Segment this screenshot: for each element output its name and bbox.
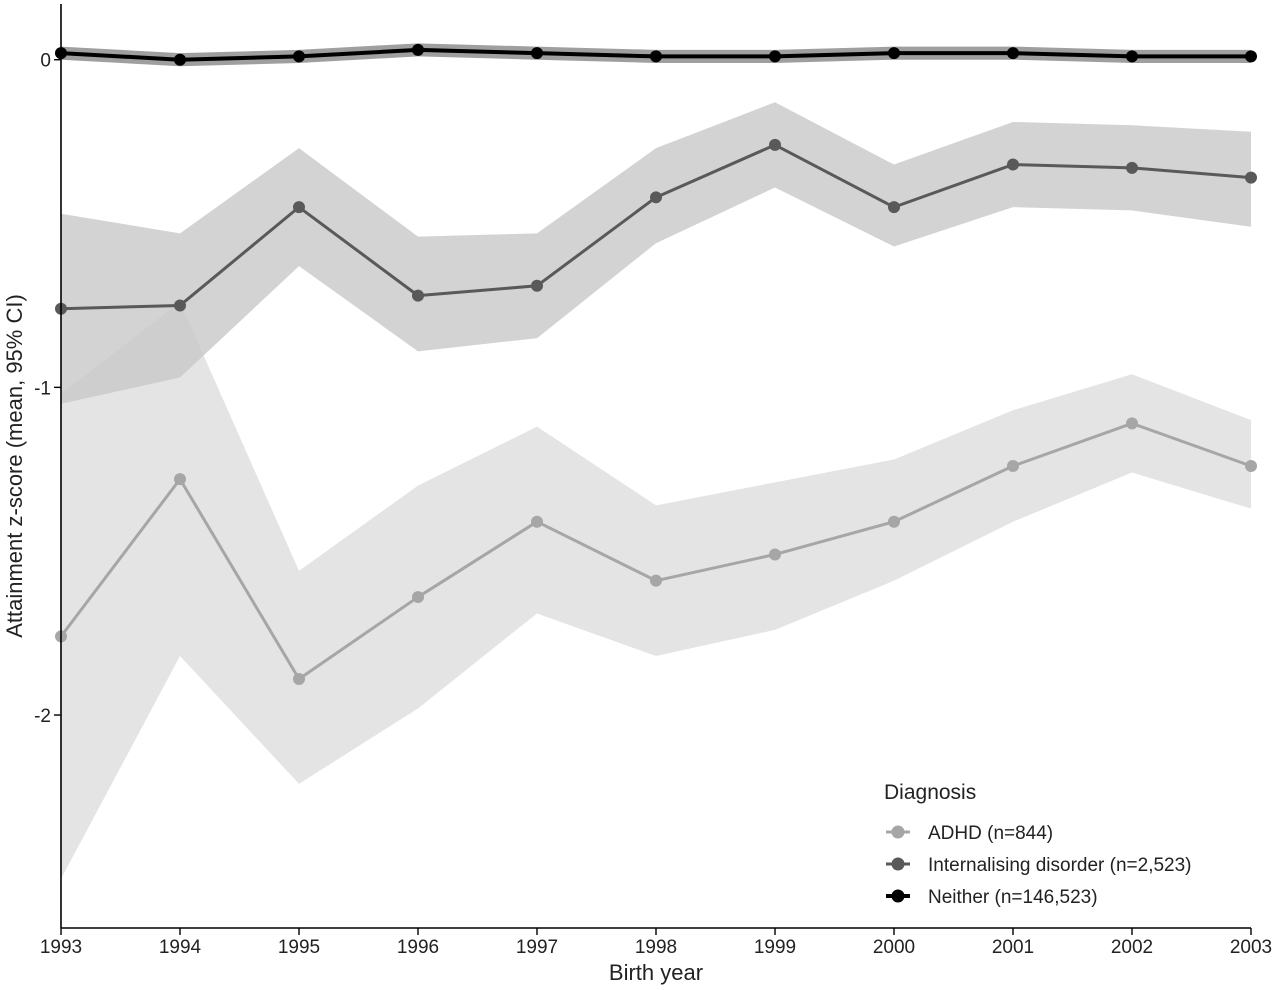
data-point-1-1994: [174, 299, 186, 312]
data-point-1-2003: [1245, 171, 1257, 184]
data-point-2-1998: [650, 50, 662, 63]
data-point-0-1999: [769, 548, 781, 561]
data-point-0-2000: [888, 515, 900, 528]
data-point-1-2002: [1126, 161, 1138, 174]
series-points: [55, 43, 1257, 685]
confidence-bands: [61, 43, 1251, 879]
legend-label-1: Internalising disorder (n=2,523): [928, 855, 1192, 876]
data-point-2-2000: [888, 47, 900, 60]
data-point-1-1997: [531, 279, 543, 292]
x-tick-label-1997: 1997: [516, 937, 558, 958]
data-point-0-2001: [1007, 460, 1019, 472]
data-point-0-2002: [1126, 417, 1138, 430]
legend-key-point-2: [891, 889, 905, 903]
data-point-1-2001: [1007, 158, 1019, 171]
data-point-2-1999: [769, 50, 781, 63]
data-point-0-1996: [412, 591, 424, 604]
x-axis-label: Birth year: [609, 960, 703, 985]
x-tick-label-1995: 1995: [278, 937, 320, 958]
data-point-0-2003: [1245, 460, 1257, 472]
data-point-0-1994: [174, 473, 186, 486]
x-tick-label-2001: 2001: [992, 937, 1034, 958]
data-point-2-1997: [531, 47, 543, 60]
legend: Diagnosis ADHD (n=844) Internalising diso…: [884, 781, 1192, 908]
data-point-2-2001: [1007, 47, 1019, 60]
legend-label-0: ADHD (n=844): [928, 823, 1053, 844]
y-ticks: 0 -1 -2: [34, 51, 61, 727]
x-tick-label-2003: 2003: [1230, 937, 1272, 958]
data-point-1-1996: [412, 289, 424, 302]
ci-band-1: [61, 102, 1251, 404]
x-tick-label-1993: 1993: [40, 937, 82, 958]
y-tick-label-1: -1: [34, 378, 51, 399]
x-ticks: 1993 1994 1995 1996 1997 1998 1999 2000 2001 2002…: [40, 928, 1272, 958]
x-tick-label-2000: 2000: [873, 937, 915, 958]
data-point-2-2003: [1245, 50, 1257, 63]
y-tick-label-0: 0: [40, 51, 51, 72]
data-point-2-1996: [412, 43, 424, 56]
data-point-1-2000: [888, 201, 900, 214]
legend-label-2: Neither (n=146,523): [928, 887, 1098, 908]
x-tick-label-1998: 1998: [635, 937, 677, 958]
ci-band-0: [61, 302, 1251, 879]
y-axis-label: Attainment z-score (mean, 95% CI): [2, 294, 27, 638]
x-tick-label-1994: 1994: [159, 937, 202, 958]
data-point-0-1998: [650, 574, 662, 587]
legend-key-point-0: [891, 825, 905, 839]
data-point-1-1998: [650, 191, 662, 204]
data-point-0-1997: [531, 515, 543, 528]
data-point-1-1995: [293, 201, 305, 214]
data-point-0-1995: [293, 672, 305, 685]
data-point-1-1999: [769, 138, 781, 151]
x-tick-label-2002: 2002: [1111, 937, 1153, 958]
x-tick-label-1996: 1996: [397, 937, 439, 958]
x-tick-label-1999: 1999: [754, 937, 796, 958]
data-point-2-2002: [1126, 50, 1138, 63]
legend-key-point-1: [891, 857, 905, 871]
data-point-2-1994: [174, 53, 186, 66]
data-point-2-1995: [293, 50, 305, 63]
y-tick-label-2: -2: [34, 706, 51, 727]
legend-items: ADHD (n=844) Internalising disorder (n=2,…: [886, 823, 1192, 908]
legend-title: Diagnosis: [884, 781, 976, 804]
